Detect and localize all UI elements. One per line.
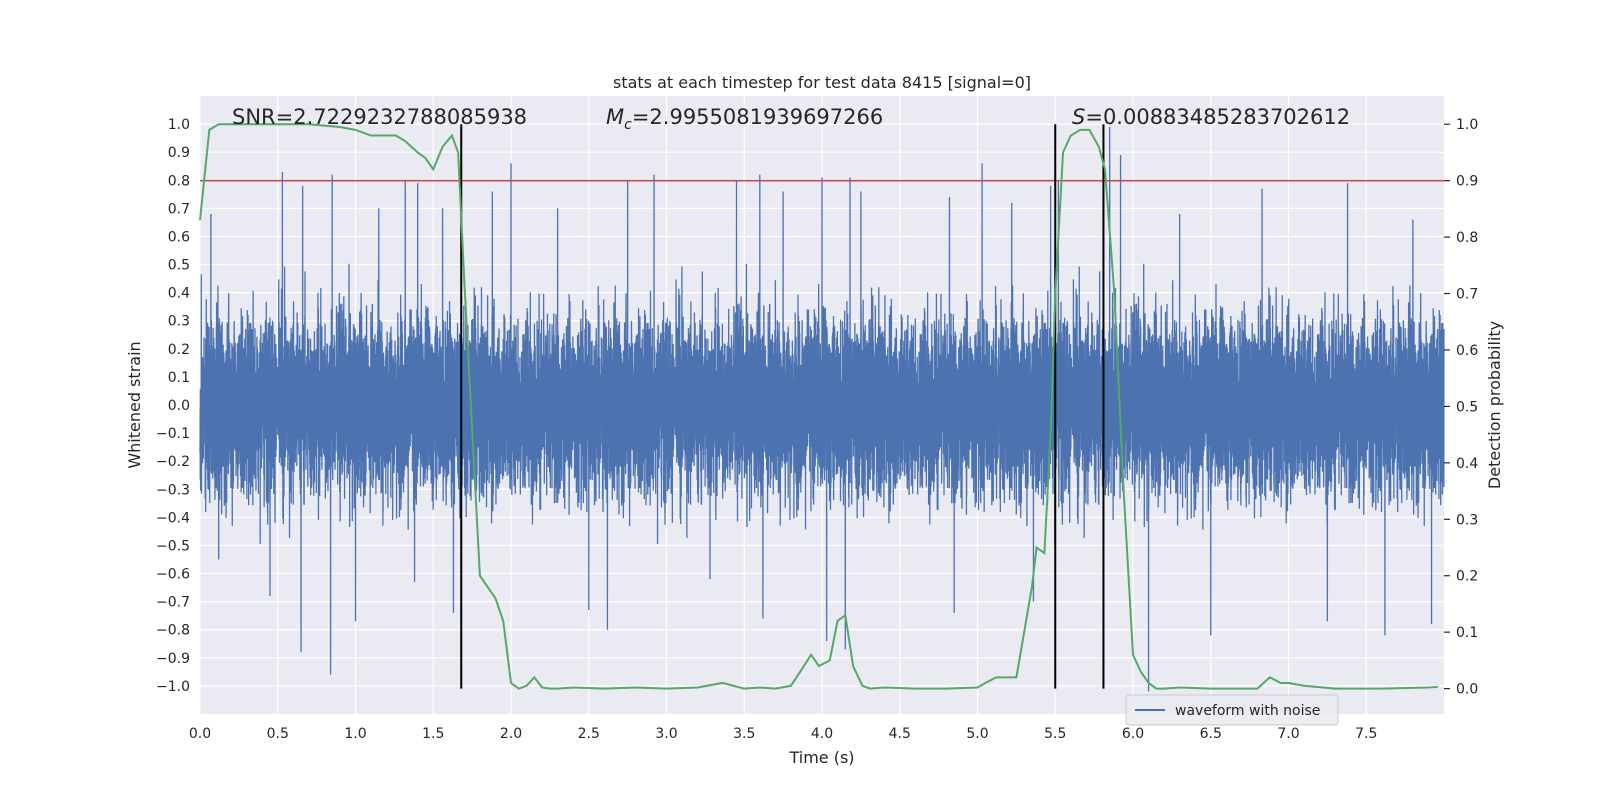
x-tick-label: 4.0 — [811, 726, 833, 742]
x-tick-label: 2.0 — [500, 726, 522, 742]
y2-tick-label: 0.6 — [1456, 343, 1478, 359]
y2-tick-label: 0.9 — [1456, 174, 1478, 190]
probability-line — [199, 123, 1438, 690]
y-tick-label: −0.8 — [156, 623, 190, 639]
y2-tick-label: 0.1 — [1456, 625, 1478, 641]
y-tick-label: 0.7 — [168, 201, 190, 217]
x-tick-label: 6.0 — [1122, 726, 1144, 742]
y-tick-label: −1.0 — [156, 679, 190, 695]
y2-tick-label: 0.0 — [1456, 682, 1478, 698]
y-tick-label: 0.6 — [168, 229, 190, 245]
chart-title: stats at each timestep for test data 841… — [613, 73, 1031, 92]
waveform-line — [199, 126, 1445, 692]
y2-tick-label: 1.0 — [1456, 117, 1478, 133]
y-tick-label: 0.1 — [168, 370, 190, 386]
y-tick-label: −0.5 — [156, 538, 190, 554]
s-annotation: S=0.00883485283702612 — [1072, 105, 1350, 129]
y-tick-label: −0.7 — [156, 595, 190, 611]
x-axis: 0.0 0.5 1.0 1.5 2.0 2.5 3.0 3.5 4.0 4.5 5.0 5.5 6.0 6… — [189, 726, 1378, 742]
x-axis-title: Time (s) — [788, 748, 854, 767]
y-tick-label: 0.8 — [168, 173, 190, 189]
x-tick-label: 2.5 — [578, 726, 600, 742]
x-tick-label: 6.5 — [1200, 726, 1222, 742]
chirp-mass-value: =2.9955081939697266 — [632, 105, 883, 129]
probability-series — [199, 123, 1438, 690]
x-tick-label: 7.0 — [1277, 726, 1299, 742]
y2-axis-title: Detection probability — [1485, 321, 1504, 489]
x-tick-label: 1.0 — [344, 726, 366, 742]
y2-tick-label: 0.7 — [1456, 287, 1478, 303]
y2-tick-label: 0.5 — [1456, 399, 1478, 415]
y-tick-label: −0.2 — [156, 454, 190, 470]
chirp-mass-annotation: Mc=2.9955081939697266 — [606, 105, 883, 133]
y-tick-label: 0.5 — [168, 258, 190, 274]
y-tick-label: −0.9 — [156, 651, 190, 667]
x-tick-label: 5.0 — [966, 726, 988, 742]
y-tick-label: 0.2 — [168, 342, 190, 358]
y-tick-label: −0.1 — [156, 426, 190, 442]
y2-tick-label: 0.3 — [1456, 512, 1478, 528]
y-axis-right: 1.0 0.9 0.8 0.7 0.6 0.5 0.4 0.3 0.2 0.1 0.0 — [1444, 117, 1478, 698]
legend: waveform with noise — [1125, 694, 1339, 726]
x-tick-label: 4.5 — [889, 726, 911, 742]
y-tick-label: −0.4 — [156, 510, 190, 526]
waveform-series — [199, 126, 1445, 692]
x-tick-label: 0.0 — [189, 726, 211, 742]
chirp-mass-symbol: M — [606, 105, 624, 129]
x-tick-label: 7.5 — [1355, 726, 1377, 742]
x-tick-label: 3.5 — [733, 726, 755, 742]
y-tick-label: 0.4 — [168, 286, 190, 302]
y2-tick-label: 0.4 — [1456, 456, 1478, 472]
x-tick-label: 5.5 — [1044, 726, 1066, 742]
s-value: =0.00883485283702612 — [1085, 105, 1350, 129]
y-tick-label: 0.0 — [168, 398, 190, 414]
y2-tick-label: 0.8 — [1456, 230, 1478, 246]
x-tick-label: 3.0 — [655, 726, 677, 742]
x-tick-label: 1.5 — [422, 726, 444, 742]
snr-annotation: SNR=2.7229232788085938 — [232, 105, 527, 129]
y-tick-label: 1.0 — [168, 117, 190, 133]
y-tick-label: −0.6 — [156, 567, 190, 583]
chirp-mass-subscript: c — [624, 117, 632, 133]
y2-tick-label: 0.2 — [1456, 569, 1478, 585]
s-symbol: S — [1072, 105, 1085, 129]
y-axis-title: Whitened strain — [125, 341, 144, 468]
y-tick-label: 0.3 — [168, 314, 190, 330]
y-tick-label: 0.9 — [168, 145, 190, 161]
x-tick-label: 0.5 — [267, 726, 289, 742]
legend-box — [1125, 694, 1339, 726]
y-tick-label: −0.3 — [156, 482, 190, 498]
y-axis-left: 1.0 0.9 0.8 0.7 0.6 0.5 0.4 0.3 0.2 0.1 0.0 −0.1 −0.… — [156, 117, 190, 695]
legend-label-waveform: waveform with noise — [1175, 703, 1320, 719]
